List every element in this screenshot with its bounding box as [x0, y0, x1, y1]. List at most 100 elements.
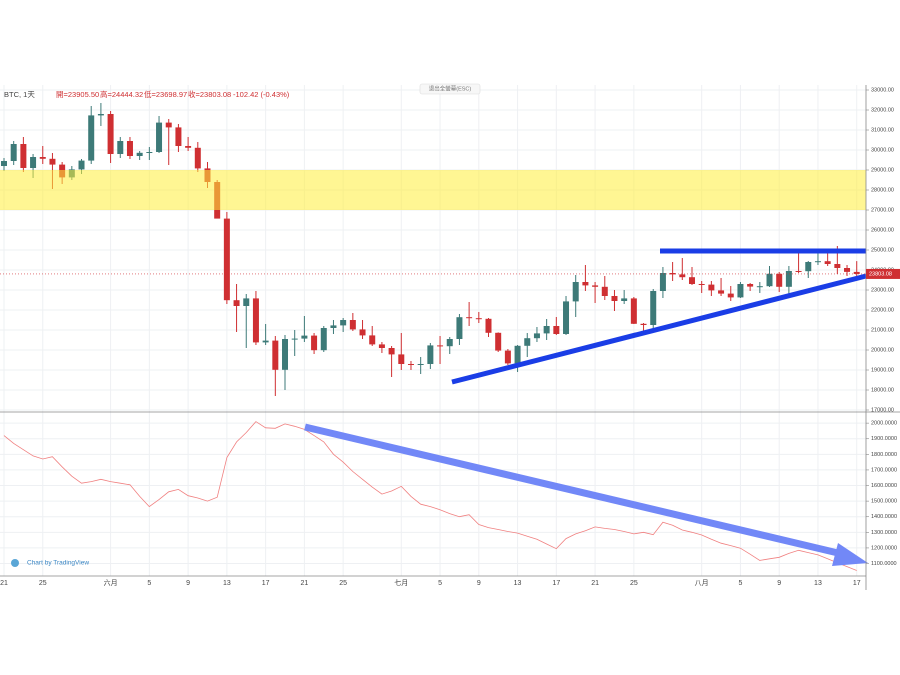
candle-body — [456, 317, 463, 339]
candle-body — [291, 338, 298, 340]
candle-body — [320, 328, 327, 351]
candle-body — [592, 285, 599, 287]
candle-body — [630, 298, 637, 324]
x-tick-label: 21 — [0, 580, 8, 587]
candle-body — [30, 157, 37, 168]
x-tick-label: 21 — [300, 580, 308, 587]
candle-body — [1, 161, 7, 166]
candle-body — [20, 144, 27, 168]
y-tick-label: 23000.00 — [871, 287, 894, 293]
candle-body — [146, 152, 153, 153]
y-tick-label: 27000.00 — [871, 207, 894, 213]
candle-body — [640, 323, 647, 325]
last-price-tag — [866, 268, 900, 279]
candle-body — [136, 152, 143, 156]
candle-body — [39, 157, 46, 159]
candle-body — [88, 115, 95, 161]
y-tick-label: 22000.00 — [871, 307, 894, 313]
y-tick-label: 17000.00 — [871, 407, 894, 413]
x-tick-label: 25 — [339, 580, 347, 587]
fullscreen-button-label[interactable]: 退出全螢幕(ESC) — [429, 84, 472, 92]
last-price-label: 23803.08 — [869, 271, 892, 277]
candle-body — [252, 298, 259, 343]
candle-body — [97, 114, 104, 116]
trend-arrow — [304, 423, 839, 557]
y-tick-label: 1400.0000 — [871, 514, 897, 520]
candle-body — [107, 114, 114, 154]
candle-body — [524, 338, 531, 346]
candle-body — [262, 340, 269, 343]
lower-trendline — [451, 273, 867, 385]
candle-body — [194, 147, 201, 169]
candle-body — [824, 261, 831, 264]
y-tick-label: 1500.0000 — [871, 499, 897, 505]
symbol: BTC, 1天 — [4, 90, 35, 99]
y-tick-label: 28000.00 — [871, 187, 894, 193]
candle-body — [446, 339, 453, 347]
candle-body — [747, 284, 754, 287]
open-value: 開=23905.50 — [56, 90, 99, 99]
candle-body — [737, 284, 744, 298]
candle-body — [165, 122, 172, 128]
candle-body — [223, 218, 230, 301]
candle-body — [437, 345, 444, 347]
watermark[interactable]: Chart by TradingView — [27, 560, 89, 567]
candle-body — [582, 282, 589, 286]
candle-body — [553, 326, 560, 334]
candle-body — [417, 364, 424, 365]
candle-body — [601, 286, 608, 296]
candle-body — [756, 286, 763, 288]
candle-body — [805, 262, 812, 272]
candle-body — [679, 274, 686, 278]
candle-body — [78, 160, 85, 170]
candle-body — [785, 271, 792, 287]
candle-body — [427, 345, 434, 364]
candle-body — [698, 284, 705, 285]
candle-body — [407, 364, 414, 365]
y-tick-label: 20000.00 — [871, 347, 894, 353]
candle-body — [10, 144, 17, 161]
x-tick-label: 25 — [39, 580, 47, 587]
candle-body — [766, 273, 773, 287]
candle-body — [844, 268, 851, 272]
candle-body — [543, 326, 550, 334]
candle-body — [795, 271, 802, 272]
candle-body — [475, 318, 482, 320]
candle-body — [621, 298, 628, 301]
y-tick-label: 19000.00 — [871, 367, 894, 373]
candle-body — [514, 345, 521, 364]
candle-body — [572, 282, 579, 302]
candle-body — [49, 158, 56, 165]
candle-body — [117, 141, 124, 154]
y-tick-label: 18000.00 — [871, 387, 894, 393]
x-tick-label: 17 — [262, 580, 270, 587]
x-tick-label: 17 — [853, 580, 861, 587]
x-tick-label: 25 — [630, 580, 638, 587]
grid — [0, 85, 866, 576]
candle-body — [834, 264, 841, 268]
candle-body — [311, 335, 318, 351]
y-tick-label: 25000.00 — [871, 247, 894, 253]
candle-body — [340, 320, 347, 326]
candle-body — [659, 273, 666, 291]
fullscreen-button[interactable] — [419, 83, 481, 95]
x-tick-label: 9 — [777, 580, 781, 587]
low-value: 低=23698.97 — [144, 89, 187, 99]
candle-body — [359, 329, 366, 336]
x-tick-label: 5 — [438, 580, 442, 587]
y-tick-label: 26000.00 — [871, 227, 894, 233]
candle-body — [650, 291, 657, 325]
candle-body — [378, 344, 385, 348]
candle-body — [156, 122, 163, 152]
y-tick-label: 29000.00 — [871, 167, 894, 173]
candle-body — [330, 325, 337, 328]
y-tick-label: 1100.0000 — [871, 561, 897, 567]
candle-body — [243, 298, 250, 306]
candle-body — [495, 332, 502, 351]
x-tick-label: 9 — [477, 580, 481, 587]
y-tick-label: 30000.00 — [871, 147, 894, 153]
candle-body — [688, 277, 695, 284]
candle-body — [611, 296, 618, 301]
candle-body — [853, 271, 860, 274]
